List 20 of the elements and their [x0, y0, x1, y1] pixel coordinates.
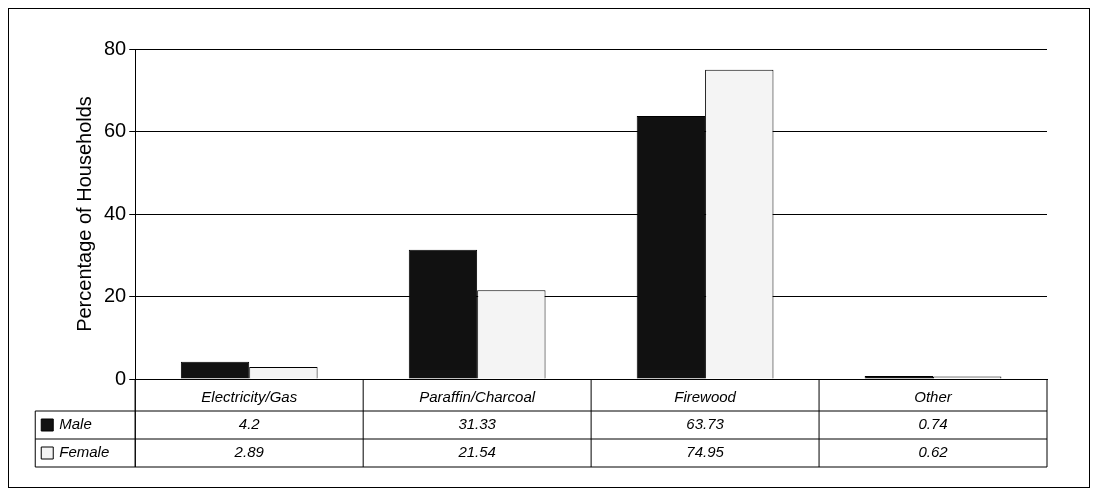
y-tick-label: 80	[104, 36, 127, 59]
data-label: 31.33	[458, 415, 497, 433]
y-tick-label: 20	[104, 284, 127, 307]
y-tick-label: 0	[115, 366, 127, 389]
data-label: 0.62	[918, 443, 949, 461]
y-axis-title: Percentage of Households	[72, 96, 95, 332]
x-tick-label: Firewood	[674, 388, 737, 406]
x-tick-label: Paraffin/Charcoal	[419, 388, 536, 406]
data-label: 4.2	[238, 415, 261, 433]
x-tick-label: Other	[914, 388, 953, 406]
legend-label: Male	[59, 415, 92, 433]
data-label: 74.95	[686, 443, 725, 461]
data-label: 63.73	[686, 415, 725, 433]
data-label: 21.54	[457, 443, 496, 461]
y-tick-label: 60	[104, 119, 127, 142]
x-tick-label: Electricity/Gas	[201, 388, 298, 406]
data-label: 2.89	[233, 443, 265, 461]
y-tick-label: 40	[104, 201, 127, 224]
data-label: 0.74	[918, 415, 948, 433]
legend-label: Female	[59, 443, 110, 461]
